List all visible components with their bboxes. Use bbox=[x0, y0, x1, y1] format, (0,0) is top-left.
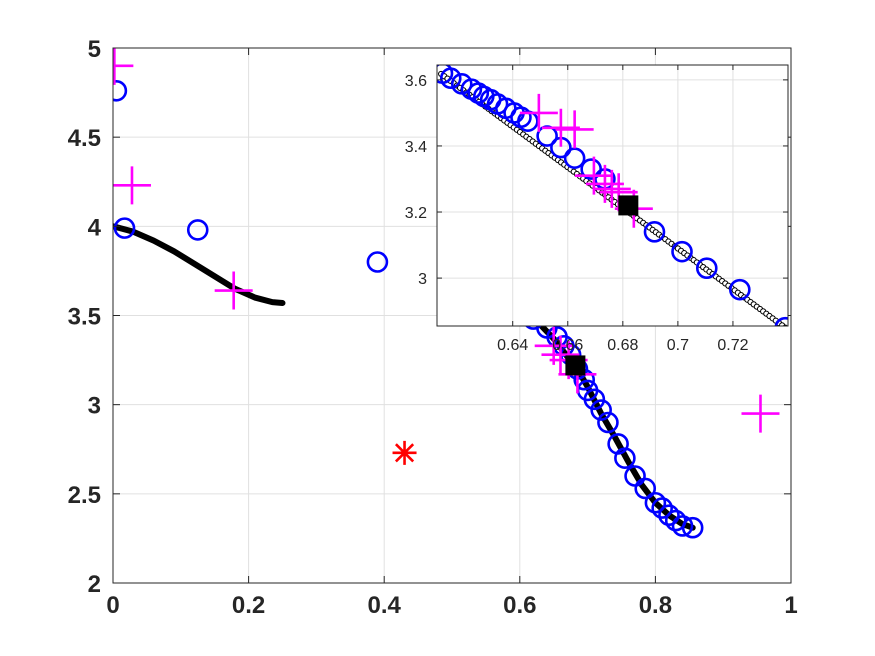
inset-series-square bbox=[618, 195, 639, 216]
inset-circle-point bbox=[729, 278, 751, 301]
main-xtick-label: 0.4 bbox=[368, 592, 402, 619]
main-circle-point bbox=[583, 388, 606, 411]
main-circle-point bbox=[634, 477, 657, 500]
inset-data-layer bbox=[437, 65, 788, 326]
inset-ytick-label: 3.6 bbox=[405, 73, 427, 90]
main-ytick-label: 4.5 bbox=[68, 125, 101, 152]
inset-circle-point bbox=[563, 147, 586, 169]
main-circle-point bbox=[113, 80, 128, 102]
main-ytick-label: 2 bbox=[88, 571, 101, 598]
inset-ytick-label: 3.4 bbox=[405, 139, 427, 156]
main-star-point bbox=[392, 440, 417, 465]
inset-circle-point bbox=[774, 316, 788, 326]
main-ytick-label: 3.5 bbox=[68, 304, 101, 331]
main-xtick-label: 1 bbox=[784, 592, 797, 619]
main-xtick-label: 0.2 bbox=[232, 592, 265, 619]
main-plus-point bbox=[214, 271, 253, 310]
inset-circle-point bbox=[695, 257, 718, 279]
main-plus-point bbox=[534, 326, 573, 365]
main-ytick-label: 2.5 bbox=[68, 482, 101, 509]
inset-circle-point bbox=[671, 240, 693, 263]
inset-xtick-label: 0.66 bbox=[552, 337, 583, 354]
main-plus-point bbox=[113, 166, 151, 205]
main-ytick-label: 3 bbox=[88, 393, 101, 420]
main-circle-point bbox=[614, 447, 636, 469]
inset-axes-box bbox=[436, 64, 789, 327]
main-xtick-label: 0.8 bbox=[639, 592, 672, 619]
main-square-point bbox=[565, 355, 586, 376]
main-plus-point bbox=[113, 48, 134, 85]
main-series-star bbox=[392, 440, 417, 465]
inset-plus-point bbox=[592, 169, 631, 208]
main-circle-point bbox=[651, 497, 673, 519]
main-xtick-label: 0 bbox=[106, 592, 119, 619]
inset-plus-point bbox=[555, 110, 594, 149]
main-circle-point bbox=[671, 515, 694, 537]
main-series-curve-left bbox=[113, 223, 286, 306]
inset-series-plus bbox=[519, 93, 653, 228]
main-circle-point bbox=[186, 219, 209, 241]
main-plus-point bbox=[541, 335, 580, 374]
main-circle-point bbox=[597, 411, 619, 434]
main-xtick-label: 0.6 bbox=[503, 592, 536, 619]
main-ytick-label: 4 bbox=[88, 214, 102, 241]
inset-xtick-label: 0.7 bbox=[667, 337, 689, 354]
main-circle-point bbox=[658, 504, 680, 527]
main-circle-point bbox=[644, 491, 667, 514]
inset-xtick-label: 0.72 bbox=[717, 337, 748, 354]
inset-square-point bbox=[618, 195, 639, 216]
inset-series-circles bbox=[437, 65, 788, 326]
main-series-square bbox=[565, 355, 586, 376]
inset-circle-point bbox=[439, 67, 462, 90]
main-data-layer bbox=[113, 48, 780, 539]
main-curve-line bbox=[113, 223, 286, 306]
main-circle-point bbox=[681, 516, 704, 539]
inset-plus-point bbox=[519, 93, 558, 132]
inset-circle-point bbox=[643, 221, 666, 243]
main-circle-point bbox=[590, 399, 612, 421]
inset-xtick-label: 0.64 bbox=[497, 337, 528, 354]
main-plus-point bbox=[741, 394, 780, 433]
inset-ytick-label: 3.2 bbox=[405, 205, 427, 222]
main-circle-point bbox=[366, 251, 389, 273]
main-circle-point bbox=[113, 217, 136, 239]
main-ytick-label: 5 bbox=[88, 36, 101, 63]
inset-axes: 0.64 0.66 0.68 0.7 0.72 3 3.2 3.4 3.6 bbox=[405, 64, 789, 354]
inset-xtick-label: 0.68 bbox=[607, 337, 638, 354]
inset-ytick-label: 3 bbox=[418, 271, 427, 288]
